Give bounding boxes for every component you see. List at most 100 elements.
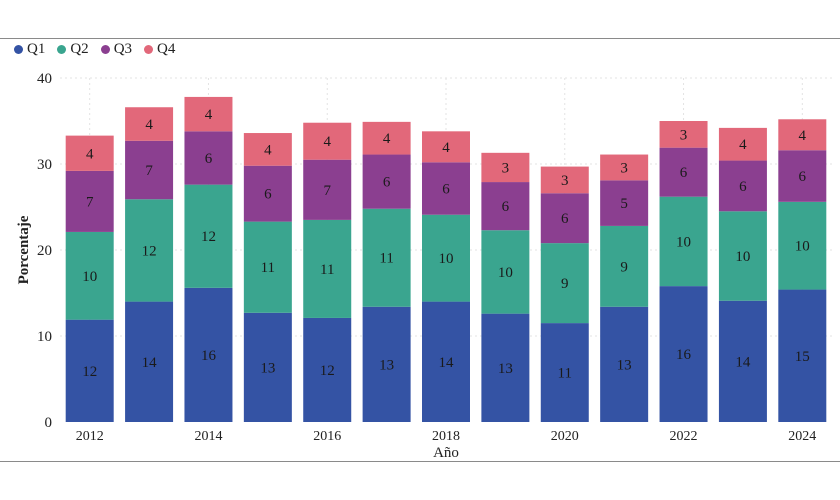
legend-label-q4: Q4	[157, 41, 176, 57]
data-label-q4-2014: 4	[205, 107, 213, 123]
data-label-q4-2013: 4	[145, 117, 153, 133]
legend-item-q3[interactable]: Q3	[100, 41, 133, 58]
data-label-q3-2016: 7	[323, 183, 331, 199]
data-label-q1-2020: 11	[558, 366, 572, 382]
bar-q4-2018	[422, 131, 470, 163]
bar-q4-2022	[659, 121, 708, 148]
bar-q4-2020	[540, 166, 589, 194]
bar-q1-2022	[659, 286, 708, 422]
bar-q2-2016	[303, 219, 352, 318]
bar-q3-2020	[540, 193, 589, 244]
bar-q1-2016	[303, 317, 352, 422]
bar-q2-2013	[125, 199, 174, 302]
bar-q4-2014	[184, 96, 233, 132]
data-label-q2-2021: 9	[620, 259, 628, 275]
bar-q2-2024	[778, 201, 827, 290]
y-tick-label-0: 0	[45, 415, 53, 431]
data-label-q4-2012: 4	[86, 146, 94, 162]
data-label-q1-2022: 16	[676, 347, 692, 363]
data-label-q2-2012: 10	[82, 269, 97, 285]
bar-q4-2015	[243, 133, 292, 166]
legend-marker-q4	[144, 45, 154, 54]
bar-q1-2018	[422, 301, 470, 422]
bar-q2-2020	[540, 243, 589, 324]
data-label-q2-2018: 10	[439, 251, 454, 267]
data-label-q3-2017: 6	[383, 175, 391, 191]
data-label-q3-2023: 6	[739, 179, 747, 195]
legend-label-q3: Q3	[113, 41, 133, 57]
data-label-q4-2018: 4	[442, 140, 450, 156]
legend-marker-q1	[14, 45, 23, 54]
bar-q1-2019	[481, 313, 530, 422]
data-label-q2-2024: 10	[795, 239, 810, 255]
bar-q3-2016	[303, 159, 352, 220]
data-label-q2-2023: 10	[735, 249, 750, 265]
y-tick-label-10: 10	[37, 329, 52, 345]
x-tick-label-2024: 2024	[788, 429, 816, 444]
bar-q2-2018	[422, 214, 470, 302]
data-label-q2-2013: 12	[142, 243, 157, 259]
legend-item-q2[interactable]: Q2	[57, 41, 89, 58]
bar-q2-2019	[481, 230, 530, 314]
data-label-q4-2023: 4	[739, 137, 747, 153]
x-tick-label-2022: 2022	[670, 429, 698, 444]
data-label-q4-2024: 4	[799, 128, 807, 144]
bar-q1-2021	[600, 306, 649, 422]
data-label-q1-2019: 13	[498, 361, 513, 377]
bar-q3-2012	[65, 170, 114, 232]
data-label-q3-2019: 6	[502, 199, 510, 215]
y-axis-title: Porcentaje	[16, 215, 32, 284]
bar-q3-2017	[362, 154, 411, 209]
bar-q3-2018	[422, 162, 470, 215]
bar-q1-2024	[778, 289, 827, 422]
bar-q1-2020	[540, 323, 589, 422]
legend: Q1 Q2 Q3 Q4	[14, 41, 187, 58]
data-label-q4-2020: 3	[561, 173, 569, 189]
data-label-q4-2022: 3	[680, 127, 688, 143]
bar-q2-2022	[659, 196, 708, 287]
y-tick-label-30: 30	[37, 157, 52, 173]
data-label-q4-2019: 3	[502, 160, 510, 176]
bar-q3-2022	[659, 147, 708, 197]
data-label-q1-2015: 13	[260, 360, 275, 376]
bar-q4-2012	[65, 135, 114, 171]
bar-q2-2015	[243, 221, 292, 313]
data-label-q2-2014: 12	[201, 229, 216, 245]
data-label-q4-2021: 3	[620, 160, 628, 176]
bar-q1-2014	[184, 287, 233, 422]
data-label-q3-2022: 6	[680, 165, 688, 181]
bar-q3-2014	[184, 131, 233, 185]
data-label-q3-2012: 7	[86, 194, 94, 210]
data-label-q1-2012: 12	[82, 364, 97, 380]
bar-q4-2023	[718, 127, 767, 161]
legend-label-q1: Q1	[27, 41, 46, 57]
data-label-q1-2021: 13	[617, 357, 632, 373]
x-tick-label-2016: 2016	[313, 429, 341, 444]
bar-q3-2013	[125, 140, 174, 200]
data-label-q3-2020: 6	[561, 211, 569, 227]
bar-q1-2013	[125, 301, 174, 422]
x-axis-title: Año	[433, 445, 459, 461]
bar-q2-2023	[718, 211, 767, 301]
bar-q3-2019	[481, 182, 530, 231]
data-label-q4-2016: 4	[323, 134, 331, 150]
legend-item-q4[interactable]: Q4	[144, 41, 175, 58]
legend-marker-q2	[57, 45, 67, 54]
bar-q4-2017	[362, 121, 411, 155]
bar-q1-2015	[243, 312, 292, 422]
bar-q3-2015	[243, 165, 292, 222]
data-label-q4-2015: 4	[264, 142, 272, 158]
bar-q2-2017	[362, 208, 411, 307]
data-label-q3-2024: 6	[799, 169, 807, 185]
data-label-q2-2016: 11	[320, 262, 334, 278]
bar-q3-2024	[778, 150, 827, 202]
bar-q2-2012	[65, 231, 114, 320]
bar-q1-2023	[718, 300, 767, 422]
top-divider	[0, 38, 840, 39]
bar-q3-2021	[600, 180, 649, 226]
y-tick-label-20: 20	[37, 243, 52, 259]
legend-item-q1[interactable]: Q1	[14, 41, 45, 58]
data-label-q4-2017: 4	[383, 131, 391, 147]
bar-q1-2017	[362, 306, 411, 422]
legend-label-q2: Q2	[70, 41, 89, 57]
